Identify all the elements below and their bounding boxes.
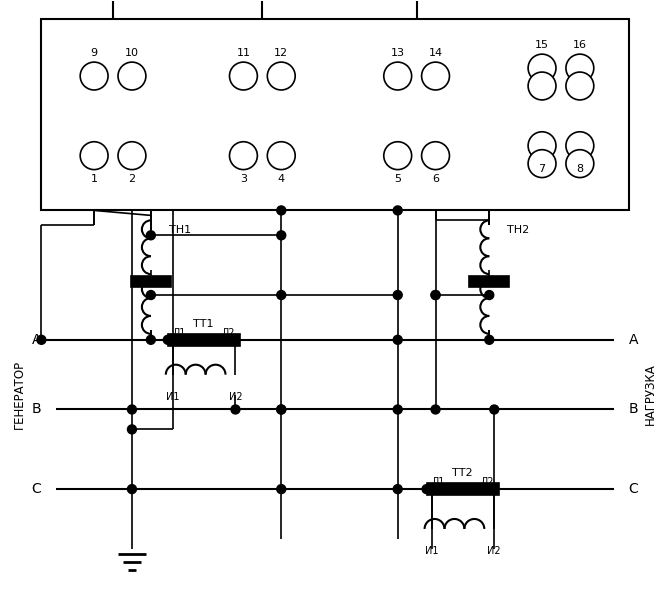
Text: ТТ2: ТТ2 bbox=[452, 468, 473, 478]
Circle shape bbox=[393, 206, 402, 215]
Text: ГЕНЕРАТОР: ГЕНЕРАТОР bbox=[13, 360, 26, 429]
Circle shape bbox=[485, 291, 494, 300]
Bar bbox=[42, 19, 628, 210]
Circle shape bbox=[277, 206, 285, 215]
Circle shape bbox=[267, 142, 295, 170]
Circle shape bbox=[421, 142, 450, 170]
Circle shape bbox=[566, 72, 594, 100]
Text: 13: 13 bbox=[391, 48, 405, 58]
Text: 5: 5 bbox=[394, 174, 401, 183]
Text: И2: И2 bbox=[488, 546, 501, 556]
Circle shape bbox=[127, 485, 137, 494]
Circle shape bbox=[384, 142, 411, 170]
Text: 4: 4 bbox=[277, 174, 285, 183]
Text: И1: И1 bbox=[166, 392, 180, 401]
Text: 12: 12 bbox=[274, 48, 288, 58]
Text: Л2: Л2 bbox=[222, 328, 235, 338]
Text: 14: 14 bbox=[429, 48, 443, 58]
Text: ТН2: ТН2 bbox=[507, 225, 529, 235]
Text: НАГРУЗКА: НАГРУЗКА bbox=[644, 364, 657, 425]
Circle shape bbox=[231, 405, 240, 414]
Circle shape bbox=[277, 485, 285, 494]
Text: 9: 9 bbox=[90, 48, 98, 58]
Circle shape bbox=[422, 485, 431, 494]
Circle shape bbox=[431, 291, 440, 300]
Circle shape bbox=[163, 335, 172, 344]
Circle shape bbox=[80, 142, 108, 170]
Text: C: C bbox=[31, 482, 42, 496]
Text: A: A bbox=[628, 333, 638, 347]
Text: ТН1: ТН1 bbox=[169, 225, 191, 235]
Circle shape bbox=[118, 62, 146, 90]
Text: 15: 15 bbox=[535, 40, 549, 50]
Circle shape bbox=[421, 62, 450, 90]
Circle shape bbox=[528, 132, 556, 160]
Text: B: B bbox=[31, 403, 42, 416]
Circle shape bbox=[230, 142, 257, 170]
Circle shape bbox=[431, 405, 440, 414]
Text: 6: 6 bbox=[432, 174, 439, 183]
Text: 2: 2 bbox=[129, 174, 135, 183]
Circle shape bbox=[431, 291, 440, 300]
Circle shape bbox=[127, 405, 137, 414]
Text: 11: 11 bbox=[237, 48, 251, 58]
Circle shape bbox=[127, 425, 137, 434]
Circle shape bbox=[146, 231, 155, 240]
Text: 16: 16 bbox=[573, 40, 587, 50]
Circle shape bbox=[230, 62, 257, 90]
Circle shape bbox=[393, 335, 402, 344]
Text: B: B bbox=[628, 403, 639, 416]
Circle shape bbox=[566, 132, 594, 160]
Text: 10: 10 bbox=[125, 48, 139, 58]
Circle shape bbox=[528, 54, 556, 82]
Bar bbox=[470, 276, 509, 287]
Circle shape bbox=[566, 54, 594, 82]
Circle shape bbox=[267, 62, 295, 90]
Circle shape bbox=[277, 291, 285, 300]
Circle shape bbox=[485, 335, 494, 344]
Bar bbox=[427, 483, 499, 495]
Text: C: C bbox=[628, 482, 639, 496]
Circle shape bbox=[277, 405, 285, 414]
Circle shape bbox=[37, 335, 46, 344]
Bar bbox=[168, 334, 241, 346]
Circle shape bbox=[528, 150, 556, 177]
Circle shape bbox=[393, 405, 402, 414]
Circle shape bbox=[146, 335, 155, 344]
Circle shape bbox=[490, 405, 498, 414]
Circle shape bbox=[80, 62, 108, 90]
Text: Л2: Л2 bbox=[481, 477, 494, 487]
Text: Л1: Л1 bbox=[431, 477, 445, 487]
Text: 1: 1 bbox=[90, 174, 98, 183]
Circle shape bbox=[393, 291, 402, 300]
Circle shape bbox=[427, 485, 436, 494]
Circle shape bbox=[277, 231, 285, 240]
Text: ТТ1: ТТ1 bbox=[194, 319, 214, 329]
Circle shape bbox=[566, 150, 594, 177]
Circle shape bbox=[393, 485, 402, 494]
Text: 3: 3 bbox=[240, 174, 247, 183]
Text: И2: И2 bbox=[228, 392, 243, 401]
Text: И1: И1 bbox=[425, 546, 438, 556]
Bar bbox=[131, 276, 171, 287]
Circle shape bbox=[146, 291, 155, 300]
Text: 8: 8 bbox=[576, 164, 584, 174]
Circle shape bbox=[384, 62, 411, 90]
Text: 7: 7 bbox=[539, 164, 545, 174]
Circle shape bbox=[528, 72, 556, 100]
Circle shape bbox=[277, 405, 285, 414]
Text: Л1: Л1 bbox=[173, 328, 186, 338]
Text: A: A bbox=[32, 333, 42, 347]
Circle shape bbox=[118, 142, 146, 170]
